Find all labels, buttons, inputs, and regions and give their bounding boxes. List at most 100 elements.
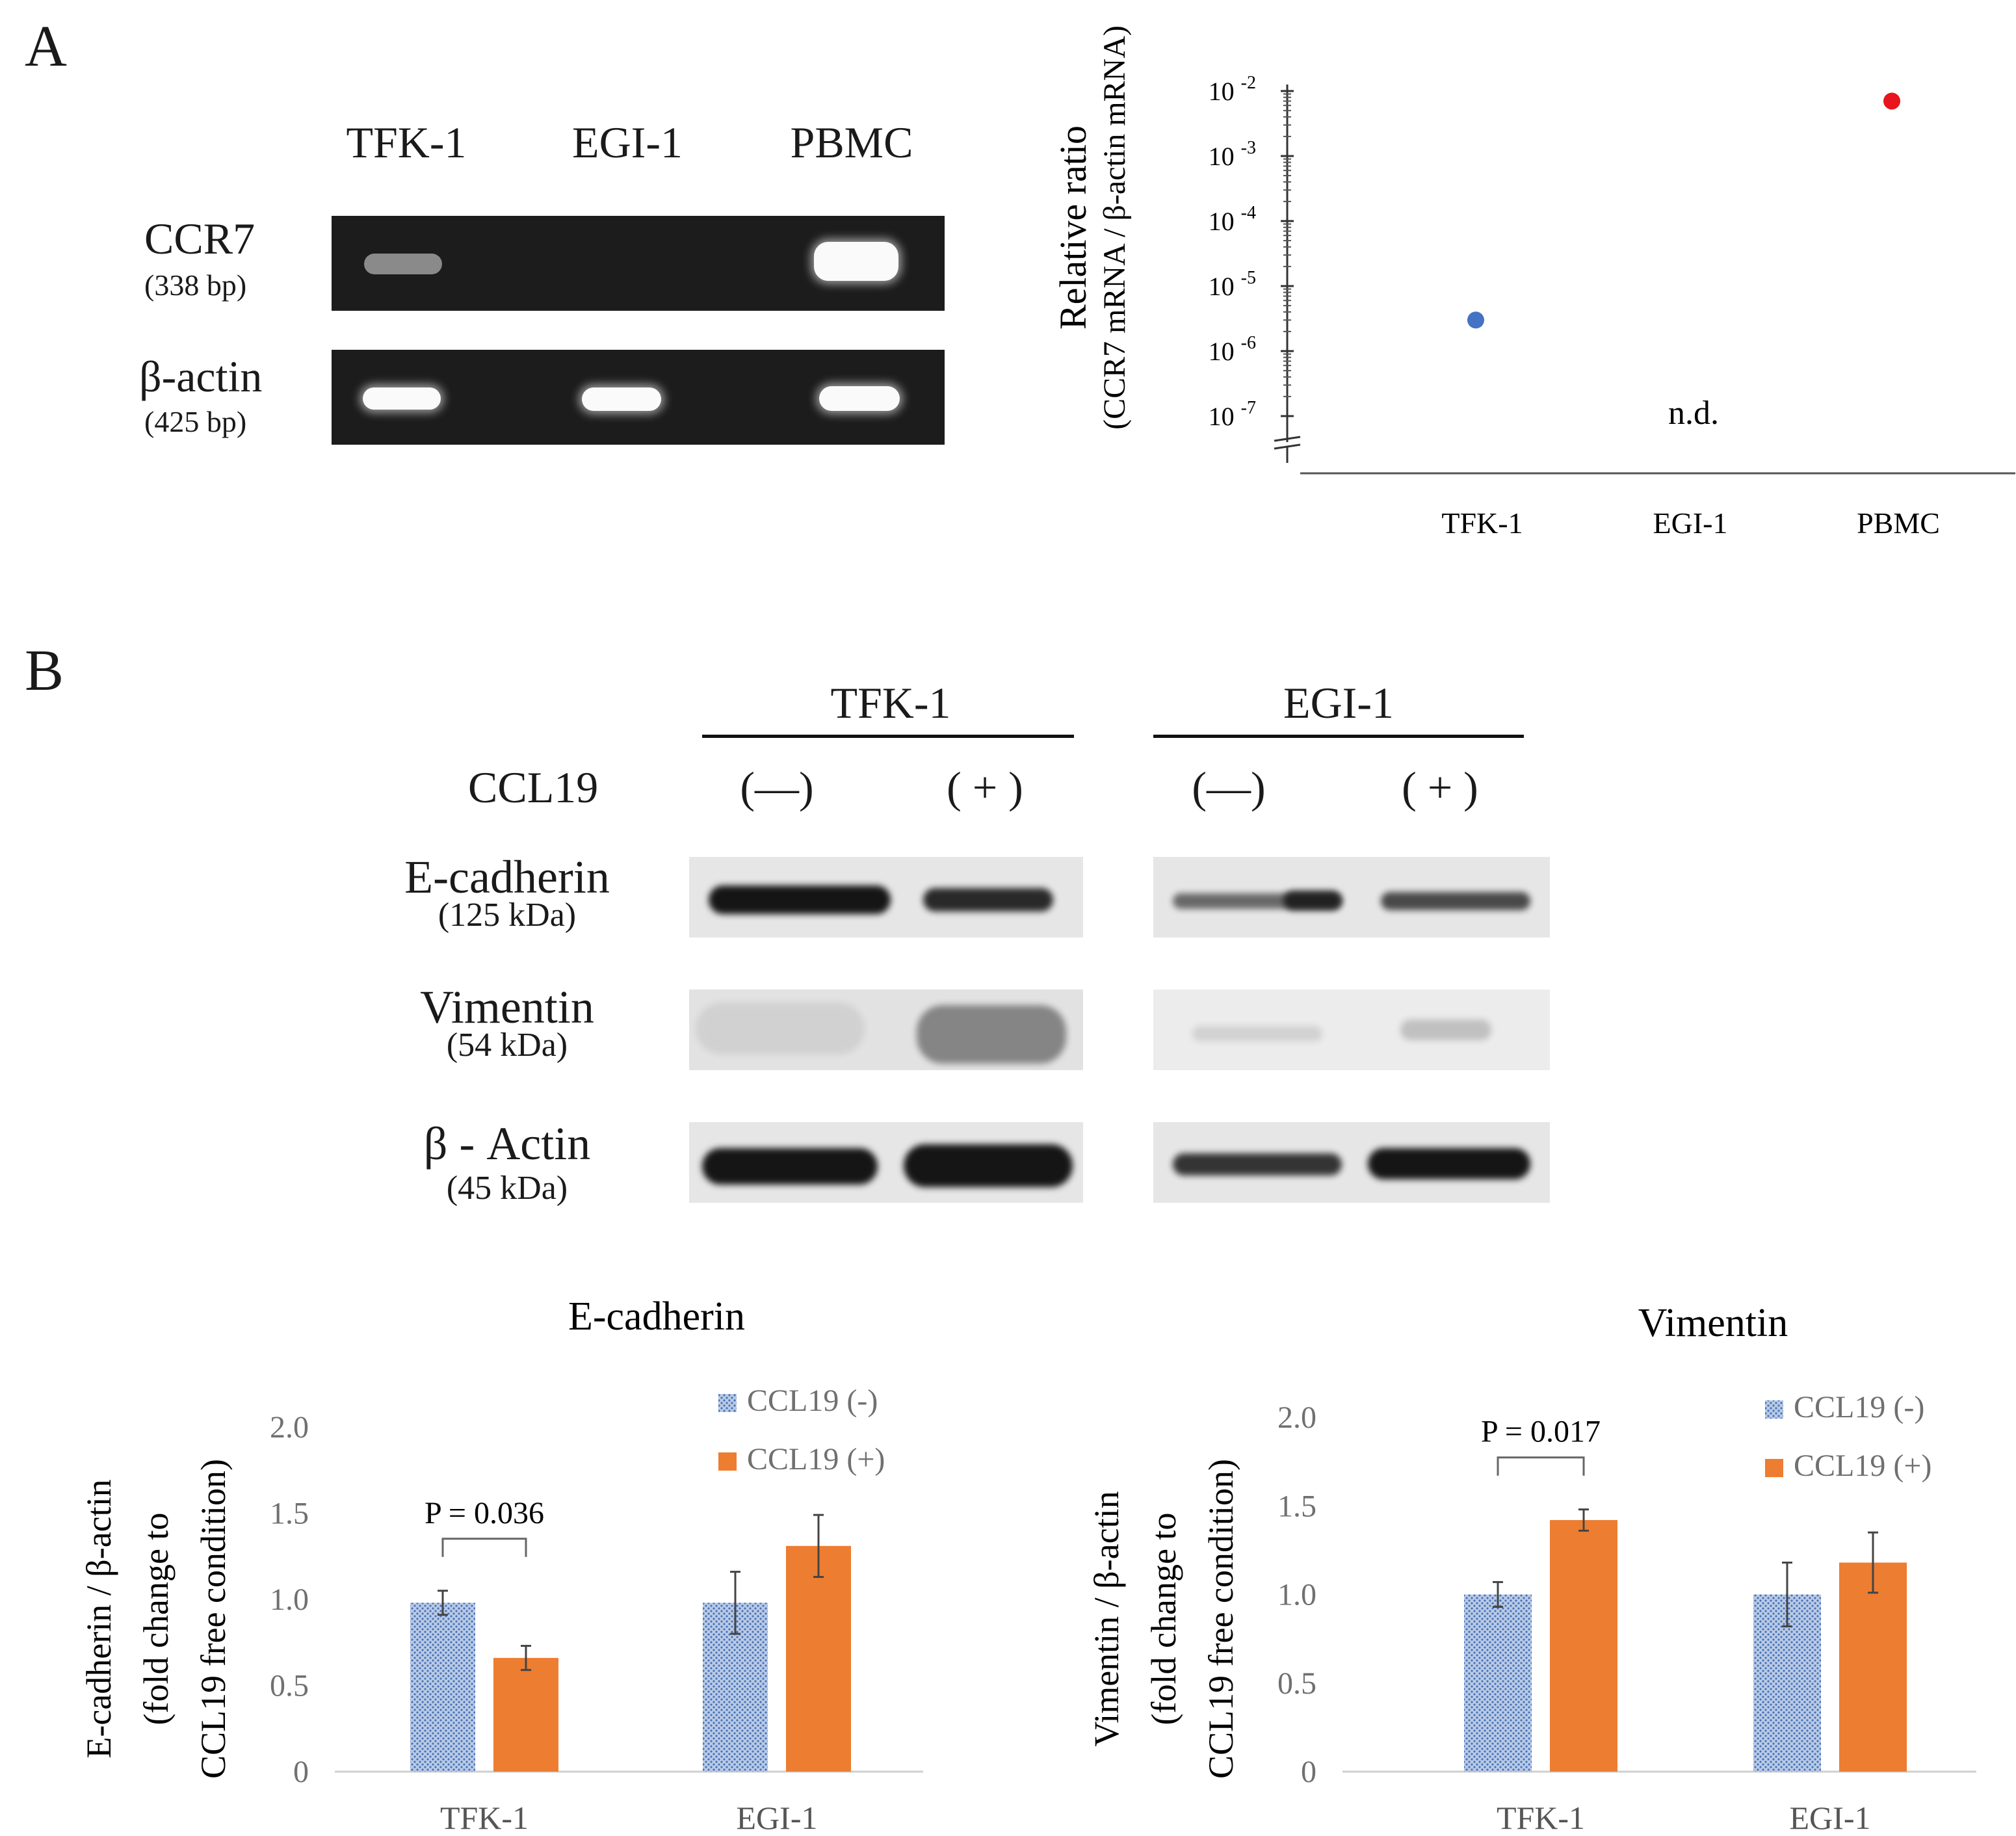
gel-band-bactin-pbmc — [819, 386, 900, 411]
chart-b2-title: Vimentin — [1638, 1301, 1788, 1345]
chart-a-tick-label: 10 -7 — [1209, 398, 1256, 431]
gel-row-label-bactin: β-actin — [139, 352, 263, 401]
chart-b2-ylabel-line1: Vimentin / β-actin — [1087, 1491, 1126, 1746]
chart-category-label: TFK-1 — [440, 1800, 529, 1836]
chart-b2-plot: 2.0 1.5 1.0 0.5 0 TFK-1 EGI-1 CCL19 (-) CCL19 (+… — [1277, 1390, 1976, 1836]
panel-b-letter: B — [25, 638, 64, 703]
blot-row-label-bactin: β - Actin — [423, 1118, 591, 1170]
gel-row-label-ccr7: CCR7 — [144, 214, 255, 263]
chart-a-tick-label: 10 -5 — [1209, 268, 1256, 301]
chart-a-category-labels: TFK-1 EGI-1 PBMC — [1441, 506, 1940, 540]
chart-legend-label: CCL19 (+) — [747, 1442, 885, 1476]
ecadherin-bar-chart: E-cadherin E-cadherin / β-actin (fold ch… — [79, 1294, 923, 1836]
chart-y-tick-label: 1.5 — [1277, 1489, 1316, 1523]
blot-group-line-tfk1 — [702, 735, 1074, 738]
blot-strip-vimentin-egi1 — [1153, 990, 1550, 1070]
blot-band — [1173, 1153, 1342, 1175]
chart-a-tick-label: 10 -2 — [1209, 73, 1256, 106]
chart-b2-p-annotation: P = 0.017 — [1481, 1415, 1601, 1449]
gel-band-ccr7-tfk1 — [364, 254, 442, 274]
chart-a-ylabel-line2: (CCR7 mRNA / β-actin mRNA) — [1097, 25, 1132, 430]
chart-a-ylabel-line1: Relative ratio — [1052, 125, 1094, 330]
chart-a-tick-labels: 10 -2 10 -3 10 -4 10 -5 10 -6 10 -7 — [1209, 73, 1256, 431]
chart-a-tick-label: 10 -6 — [1209, 333, 1256, 366]
panel-a-letter: A — [25, 14, 67, 79]
chart-a-points — [1467, 92, 1900, 329]
chart-category-label: EGI-1 — [1790, 1800, 1871, 1836]
blot-condition-egi1-minus: (—) — [1192, 763, 1266, 812]
chart-a-category-label: EGI-1 — [1653, 506, 1728, 540]
chart-legend-label: CCL19 (-) — [747, 1384, 878, 1418]
chart-bar — [1839, 1562, 1907, 1772]
blot-row-label-ecadherin: E-cadherin — [404, 851, 610, 903]
blot-group-label-egi1: EGI-1 — [1283, 678, 1394, 728]
blot-strip-bactin-tfk1 — [689, 1122, 1083, 1203]
chart-y-tick-label: 0.5 — [1277, 1666, 1316, 1701]
chart-bar — [1464, 1594, 1532, 1772]
chart-a-tick-label: 10 -4 — [1209, 203, 1256, 236]
gel-lane-label-tfk1: TFK-1 — [346, 118, 467, 167]
blot-condition-tfk1-plus: ( + ) — [947, 763, 1023, 812]
chart-a-category-label: TFK-1 — [1441, 506, 1523, 540]
gel-band-bactin-egi1 — [582, 387, 661, 411]
chart-a-point — [1467, 311, 1484, 329]
chart-a-tick-label: 10 -3 — [1209, 138, 1256, 171]
gel-lane-label-egi1: EGI-1 — [572, 118, 683, 167]
chart-b2-ylabel-line2: (fold change to — [1144, 1513, 1183, 1725]
vimentin-bar-chart: Vimentin Vimentin / β-actin (fold change… — [1087, 1301, 1976, 1836]
blot-condition-egi1-plus: ( + ) — [1402, 763, 1478, 812]
blot-group-line-egi1 — [1153, 735, 1524, 738]
chart-legend-label: CCL19 (+) — [1794, 1449, 1931, 1483]
blot-row-label-vimentin: Vimentin — [420, 981, 594, 1033]
chart-bar — [410, 1603, 475, 1772]
chart-y-tick-label: 1.0 — [1277, 1578, 1316, 1612]
chart-bar — [1550, 1520, 1617, 1772]
blot-group-label-tfk1: TFK-1 — [830, 678, 951, 728]
chart-a-axis-break — [1274, 436, 1301, 442]
chart-y-tick-label: 0.5 — [270, 1669, 309, 1703]
chart-y-tick-label: 0 — [1301, 1755, 1316, 1789]
chart-y-tick-label: 1.5 — [270, 1497, 309, 1531]
gel-strip-bactin — [332, 350, 945, 445]
blot-row-size-vimentin: (54 kDa) — [446, 1027, 568, 1064]
blot-treatment-label: CCL19 — [468, 763, 599, 812]
relative-ratio-chart: Relative ratio (CCR7 mRNA / β-actin mRNA… — [1052, 25, 2015, 540]
gel-band-ccr7-pbmc — [814, 242, 898, 281]
blot-band — [1400, 1019, 1491, 1040]
blot-row-size-bactin: (45 kDa) — [446, 1170, 568, 1207]
chart-a-point — [1883, 92, 1900, 110]
chart-b1-ylabel-line2: (fold change to — [137, 1513, 176, 1725]
chart-category-label: EGI-1 — [737, 1800, 818, 1836]
blot-band — [1368, 1148, 1530, 1179]
blot-row-size-ecadherin: (125 kDa) — [438, 897, 577, 934]
chart-y-tick-label: 1.0 — [270, 1582, 309, 1617]
chart-y-tick-label: 2.0 — [1277, 1400, 1316, 1435]
blot-strip-vimentin-tfk1 — [689, 990, 1083, 1070]
blot-band — [1283, 891, 1342, 910]
chart-category-label: TFK-1 — [1497, 1800, 1585, 1836]
chart-legend-label: CCL19 (-) — [1794, 1390, 1924, 1424]
blot-band — [923, 888, 1053, 911]
blot-band — [702, 1148, 878, 1185]
chart-b2-ylabel-line3: CCL19 free condition) — [1201, 1459, 1240, 1779]
blot-band — [1381, 892, 1530, 910]
gel-lane-label-pbmc: PBMC — [790, 118, 913, 167]
blot-band — [696, 1003, 865, 1055]
blot-strip-ecadherin-egi1 — [1153, 857, 1550, 938]
chart-legend-swatch — [718, 1452, 737, 1471]
chart-a-nd-annotation: n.d. — [1668, 395, 1719, 432]
chart-b1-ylabel-line3: CCL19 free condition) — [194, 1459, 233, 1779]
blot-condition-tfk1-minus: (—) — [740, 763, 814, 812]
blot-band — [709, 885, 891, 914]
chart-bar — [493, 1658, 558, 1772]
blot-band — [904, 1144, 1073, 1187]
blot-strip-bactin-egi1 — [1153, 1122, 1550, 1203]
chart-b1-p-annotation: P = 0.036 — [425, 1496, 544, 1530]
chart-y-tick-label: 2.0 — [270, 1410, 309, 1445]
chart-y-tick-label: 0 — [293, 1755, 309, 1789]
chart-legend-swatch — [1765, 1400, 1783, 1419]
chart-a-axis — [1274, 85, 2015, 475]
chart-bar — [786, 1545, 851, 1772]
chart-significance-bracket — [441, 1538, 527, 1557]
chart-a-axis-break — [1274, 443, 1301, 450]
